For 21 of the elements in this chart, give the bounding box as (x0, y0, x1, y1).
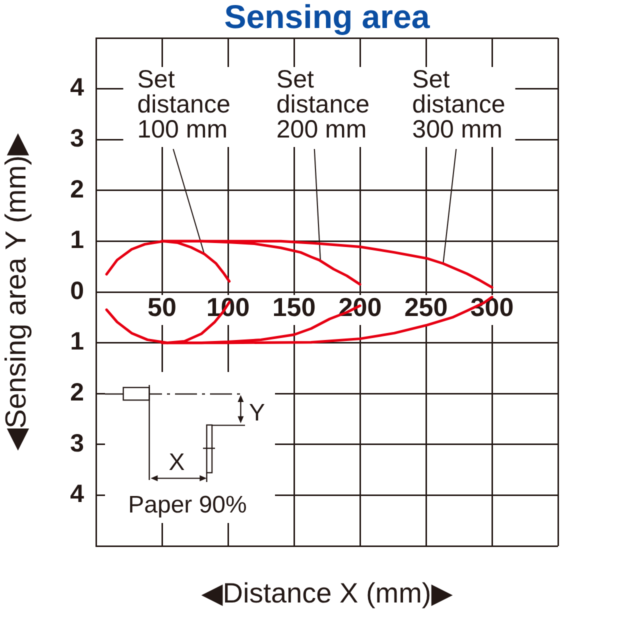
y-tick-label: 2 (70, 175, 84, 204)
y-tick-label: 1 (70, 226, 84, 254)
annotation: Set distance 300 mm (412, 65, 506, 144)
annotation: X (168, 449, 185, 476)
x-axis-title: ◀Distance X (mm)▶ (201, 578, 454, 609)
annotation: Set distance 200 mm (276, 65, 370, 144)
y-axis-title: ◀Sensing area Y (mm)▶ (0, 132, 32, 451)
y-tick-label: 1 (70, 328, 84, 356)
y-tick-label: 0 (70, 276, 84, 305)
annotation: Set distance 100 mm (137, 65, 230, 144)
x-tick-label: 250 (404, 292, 448, 322)
x-tick-label: 150 (272, 292, 316, 322)
annotation: Paper 90% (128, 492, 247, 518)
y-tick-label: 3 (70, 429, 84, 458)
y-tick-label: 2 (70, 378, 84, 406)
annotation: Y (248, 400, 266, 426)
y-tick-label: 4 (70, 74, 84, 102)
x-tick-label: 50 (148, 292, 176, 322)
y-tick-label: 4 (70, 480, 84, 508)
y-tick-label: 3 (70, 124, 84, 152)
chart-title: Sensing area (224, 0, 430, 36)
